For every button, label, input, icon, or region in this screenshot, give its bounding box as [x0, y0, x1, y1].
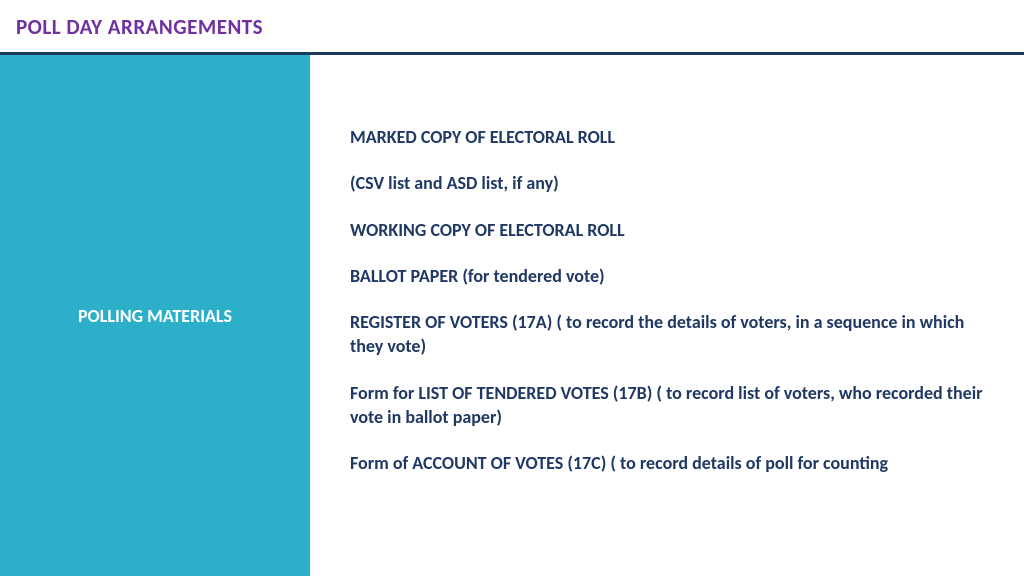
- left-panel-label: POLLING MATERIALS: [78, 305, 232, 327]
- list-item: BALLOT PAPER (for tendered vote): [350, 264, 994, 288]
- page-title: POLL DAY ARRANGEMENTS: [16, 14, 1008, 40]
- list-item: MARKED COPY OF ELECTORAL ROLL: [350, 125, 994, 149]
- right-panel: MARKED COPY OF ELECTORAL ROLL (CSV list …: [310, 55, 1024, 576]
- list-item: Form for LIST OF TENDERED VOTES (17B) ( …: [350, 381, 994, 430]
- list-item: REGISTER OF VOTERS (17A) ( to record the…: [350, 310, 994, 359]
- left-panel: POLLING MATERIALS: [0, 55, 310, 576]
- page-header: POLL DAY ARRANGEMENTS: [0, 0, 1024, 55]
- list-item: WORKING COPY OF ELECTORAL ROLL: [350, 218, 994, 242]
- list-item: Form of ACCOUNT OF VOTES (17C) ( to reco…: [350, 451, 994, 475]
- list-item: (CSV list and ASD list, if any): [350, 171, 994, 195]
- content-body: POLLING MATERIALS MARKED COPY OF ELECTOR…: [0, 55, 1024, 576]
